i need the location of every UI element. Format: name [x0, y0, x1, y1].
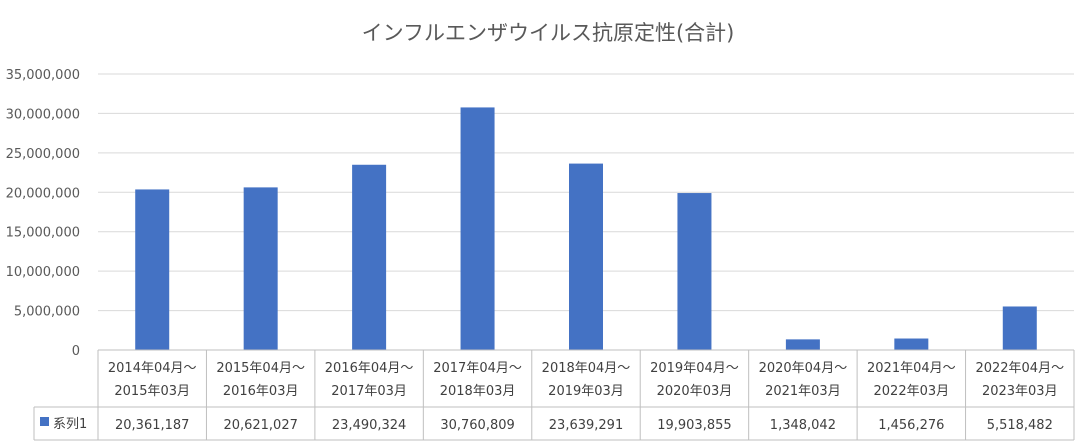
- bar: [352, 164, 387, 350]
- category-label: 2015年04月～: [216, 361, 305, 376]
- category-label: 2018年04月～: [542, 361, 631, 376]
- category-label: 2015年03月: [114, 384, 190, 399]
- y-tick-label: 25,000,000: [6, 147, 80, 162]
- category-label: 2021年04月～: [867, 361, 956, 376]
- y-tick-label: 35,000,000: [6, 68, 80, 83]
- legend-swatch: [40, 417, 49, 426]
- bar: [569, 163, 603, 350]
- data-table-value: 23,639,291: [549, 418, 623, 433]
- data-table-value: 5,518,482: [987, 418, 1053, 433]
- data-table-value: 1,348,042: [770, 418, 836, 433]
- bar: [894, 338, 929, 350]
- category-label: 2018年03月: [440, 384, 516, 399]
- data-table-value: 20,621,027: [223, 418, 297, 433]
- y-tick-label: 20,000,000: [6, 186, 80, 201]
- y-tick-label: 15,000,000: [6, 226, 80, 241]
- category-label: 2017年03月: [331, 384, 407, 399]
- category-label: 2014年04月～: [108, 361, 197, 376]
- category-label: 2016年03月: [223, 384, 299, 399]
- data-table-value: 23,490,324: [332, 418, 406, 433]
- category-label: 2019年03月: [548, 384, 624, 399]
- bar: [460, 107, 495, 350]
- data-table-value: 1,456,276: [878, 418, 944, 433]
- category-label: 2020年03月: [657, 384, 733, 399]
- category-label: 2022年03月: [874, 384, 950, 399]
- y-tick-label: 10,000,000: [6, 265, 80, 280]
- y-tick-label: 30,000,000: [6, 107, 80, 122]
- category-label: 2017年04月～: [433, 361, 522, 376]
- category-label: 2016年04月～: [325, 361, 414, 376]
- chart-title: インフルエンザウイルス抗原定性(合計): [362, 21, 735, 45]
- data-table-value: 20,361,187: [115, 418, 189, 433]
- bar: [677, 193, 712, 350]
- y-tick-label: 5,000,000: [14, 305, 80, 320]
- category-label: 2020年04月～: [759, 361, 848, 376]
- bar: [135, 189, 170, 350]
- data-table: 2014年04月～ 2015年03月 20,361,187 2015年04月～ 2016…: [33, 349, 1075, 441]
- bar: [1002, 306, 1037, 350]
- category-label: 2023年03月: [982, 384, 1058, 399]
- category-label: 2019年04月～: [650, 361, 739, 376]
- category-label: 2021年03月: [765, 384, 841, 399]
- bar: [785, 339, 820, 350]
- y-axis-tick-labels: 0 5,000,000 10,000,000 15,000,000 20,000,000…: [6, 68, 80, 359]
- bar: [243, 187, 278, 350]
- category-label: 2022年04月～: [975, 361, 1064, 376]
- bar-series: [135, 107, 1037, 350]
- data-table-value: 19,903,855: [657, 418, 731, 433]
- data-table-value: 30,760,809: [440, 418, 514, 433]
- legend-series-label: 系列1: [53, 417, 87, 432]
- y-tick-label: 0: [72, 344, 80, 359]
